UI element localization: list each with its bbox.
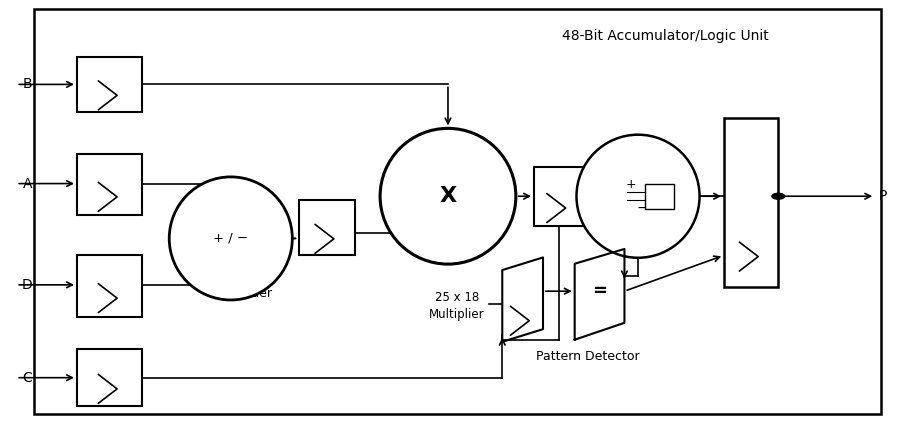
Bar xyxy=(299,200,355,255)
Text: Pattern Detector: Pattern Detector xyxy=(537,350,640,363)
Text: A: A xyxy=(23,176,32,191)
Text: +: + xyxy=(625,178,636,191)
Text: B: B xyxy=(23,77,32,92)
Text: 25 x 18: 25 x 18 xyxy=(435,291,479,304)
Bar xyxy=(645,184,674,209)
Circle shape xyxy=(772,193,785,199)
Bar xyxy=(77,154,142,215)
Text: + / −: + / − xyxy=(214,232,248,245)
Text: X: X xyxy=(440,186,456,206)
Ellipse shape xyxy=(380,128,516,264)
Text: 48-Bit Accumulator/Logic Unit: 48-Bit Accumulator/Logic Unit xyxy=(562,29,768,43)
Polygon shape xyxy=(575,249,624,340)
Ellipse shape xyxy=(169,177,292,300)
Polygon shape xyxy=(502,257,543,342)
Text: Pre-adder: Pre-adder xyxy=(212,287,273,300)
Bar xyxy=(724,118,778,287)
Text: −: − xyxy=(637,201,648,215)
Text: D: D xyxy=(22,278,33,292)
Text: =: = xyxy=(593,282,607,300)
Bar xyxy=(77,57,142,112)
Text: P: P xyxy=(878,189,887,203)
Text: C: C xyxy=(23,371,32,385)
Bar xyxy=(77,255,142,316)
Bar xyxy=(77,349,142,406)
Ellipse shape xyxy=(576,135,700,258)
Text: Multiplier: Multiplier xyxy=(429,308,485,321)
Bar xyxy=(534,167,584,226)
